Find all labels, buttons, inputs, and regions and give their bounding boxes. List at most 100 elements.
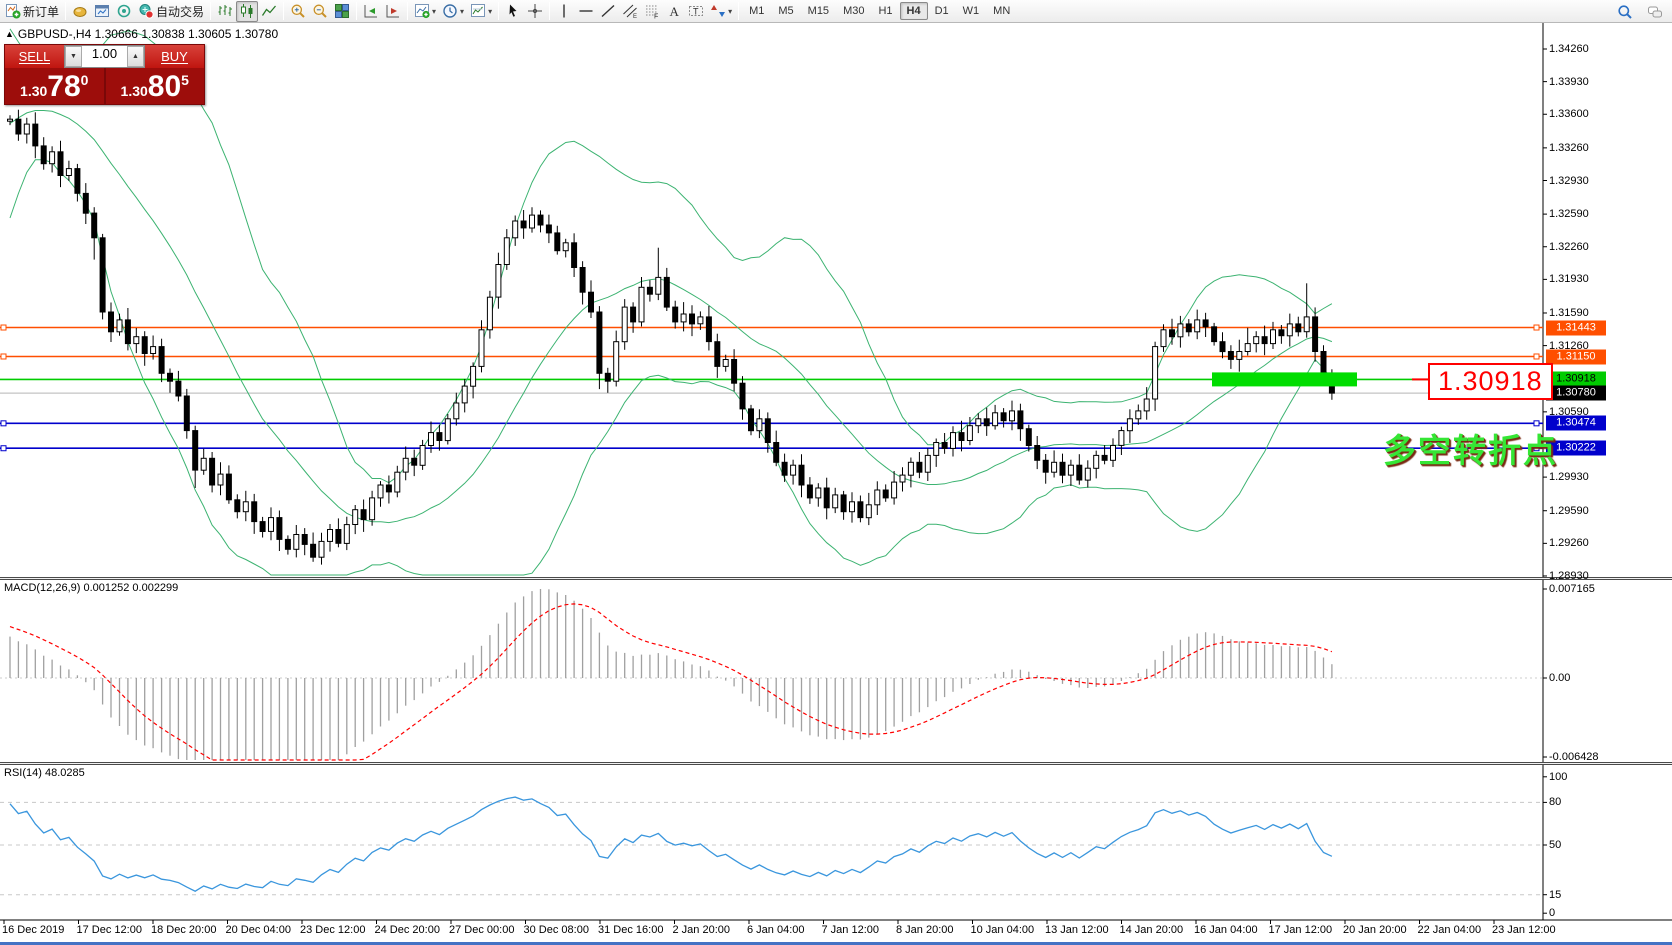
highlight-rectangle[interactable] [1212, 372, 1357, 387]
bar-chart-button[interactable] [214, 1, 236, 22]
volume-decrease-button[interactable]: ▼ [65, 46, 82, 67]
new-order-button[interactable]: 新订单 [2, 1, 62, 22]
chevron-down-icon: ▾ [488, 6, 493, 16]
timeframe-h1-button[interactable]: H1 [878, 5, 893, 17]
equidistant-channel-button[interactable]: E [619, 1, 641, 22]
fibonacci-button[interactable]: F [641, 1, 663, 22]
horizontal-line-icon [579, 10, 593, 12]
price-tick: 1.33260 [1549, 141, 1589, 154]
tile-windows-icon [335, 4, 350, 18]
time-tick: 17 Jan 12:00 [1268, 924, 1333, 936]
cursor-icon [509, 4, 517, 17]
buy-price-sup: 5 [181, 72, 189, 88]
arrows-icon [711, 5, 726, 17]
timeframe-w1-button[interactable]: W1 [962, 5, 980, 17]
auto-scroll-button[interactable] [360, 1, 382, 22]
new-order-icon [6, 4, 21, 19]
time-tick: 10 Jan 04:00 [970, 924, 1035, 936]
toolbar-separator [738, 2, 740, 20]
rsi-axis-tick: 15 [1549, 888, 1562, 901]
arrows-button[interactable]: ▾ [707, 1, 735, 22]
text-icon: A [670, 4, 680, 19]
timeframe-m30-button[interactable]: M30 [843, 5, 865, 17]
timeframe-d1-button[interactable]: D1 [934, 5, 949, 17]
sell-price-main: 78 [47, 70, 81, 103]
window-button[interactable] [91, 1, 113, 22]
text-label-button[interactable]: T [685, 1, 707, 22]
chevron-down-icon: ▾ [432, 6, 437, 16]
price-tick: 1.31260 [1549, 339, 1589, 352]
macd-axis-tick: -0.006428 [1549, 751, 1599, 763]
chat-icon [1648, 6, 1662, 17]
volume-increase-button[interactable]: ▲ [127, 46, 144, 67]
chat-button[interactable] [1644, 1, 1666, 22]
candle-chart-button[interactable] [236, 0, 259, 22]
vertical-line-button[interactable] [553, 1, 575, 22]
macd-histogram [9, 589, 1333, 760]
horizontal-lines[interactable] [0, 324, 1543, 452]
time-tick: 8 Jan 20:00 [896, 924, 954, 936]
zoom-out-button[interactable] [309, 1, 331, 22]
signal-button[interactable] [113, 1, 135, 22]
volume-stepper: ▼ 1.00 ▲ [64, 45, 145, 68]
buy-price[interactable]: 1.30 80 5 [106, 68, 205, 104]
price-badge-1.31443: 1.31443 [1546, 320, 1606, 335]
time-tick: 31 Dec 16:00 [598, 924, 664, 936]
period-clock-icon [443, 4, 457, 18]
timeframe-m15-button[interactable]: M15 [807, 5, 830, 17]
favorites-icon [73, 7, 87, 17]
price-label-box[interactable]: 1.30918 [1428, 363, 1553, 400]
timeframe-mn-button[interactable]: MN [993, 5, 1011, 17]
one-click-collapse-icon[interactable]: ▲ [5, 29, 14, 39]
rsi-axis-tick: 100 [1549, 770, 1568, 783]
crosshair-icon [528, 4, 543, 18]
horizontal-line-button[interactable] [575, 1, 597, 22]
sell-button[interactable]: SELL [5, 45, 64, 68]
line-chart-button[interactable] [258, 1, 280, 22]
time-tick: 23 Jan 12:00 [1492, 924, 1556, 936]
trendline-button[interactable] [597, 1, 619, 22]
price-tick: 1.30590 [1549, 405, 1589, 418]
zoom-out-icon [313, 4, 327, 18]
chart-shift-button[interactable] [382, 1, 404, 22]
price-badge-1.31150: 1.31150 [1546, 349, 1606, 364]
price-tick: 1.28930 [1549, 570, 1589, 582]
toolbar-separator [498, 2, 500, 20]
turning-point-text[interactable]: 多空转折点 [1383, 432, 1558, 469]
time-tick: 14 Jan 20:00 [1119, 924, 1184, 936]
buy-button[interactable]: BUY [145, 45, 204, 68]
macd-axis-tick: 0.007165 [1549, 583, 1595, 595]
price-tick: 1.32260 [1549, 240, 1589, 253]
time-tick: 17 Dec 12:00 [76, 924, 142, 936]
timeframe-h4-button[interactable]: H4 [899, 2, 928, 20]
autotrade-button[interactable]: 自动交易 [135, 1, 207, 22]
price-badge-1.30780: 1.30780 [1546, 385, 1606, 401]
toolbar-separator [65, 2, 67, 20]
favorites-button[interactable] [69, 1, 91, 22]
search-icon [1618, 4, 1632, 19]
volume-input[interactable]: 1.00 [82, 46, 127, 67]
text-button[interactable]: A [663, 1, 685, 22]
cursor-button[interactable] [502, 1, 524, 22]
templates-icon [471, 4, 486, 17]
time-tick: 18 Dec 20:00 [151, 924, 217, 936]
templates-button[interactable]: ▾ [467, 1, 495, 22]
pane-separator-rsi[interactable] [0, 762, 1672, 765]
sell-price[interactable]: 1.30 78 0 [5, 68, 106, 104]
zoom-in-button[interactable] [287, 1, 309, 22]
timeframe-m1-button[interactable]: M1 [749, 5, 765, 17]
crosshair-button[interactable] [524, 1, 546, 22]
new-chart-button[interactable]: ▾ [411, 1, 439, 22]
tile-windows-button[interactable] [331, 1, 353, 22]
time-tick: 6 Jan 04:00 [747, 924, 805, 936]
time-tick: 30 Dec 08:00 [523, 924, 589, 936]
search-button[interactable] [1614, 1, 1636, 22]
timeframe-m5-button[interactable]: M5 [778, 5, 794, 17]
time-tick: 16 Dec 2019 [2, 924, 65, 936]
svg-text:T: T [693, 7, 699, 17]
pane-separator-macd[interactable] [0, 577, 1672, 580]
period-clock-button[interactable]: ▾ [439, 1, 467, 22]
